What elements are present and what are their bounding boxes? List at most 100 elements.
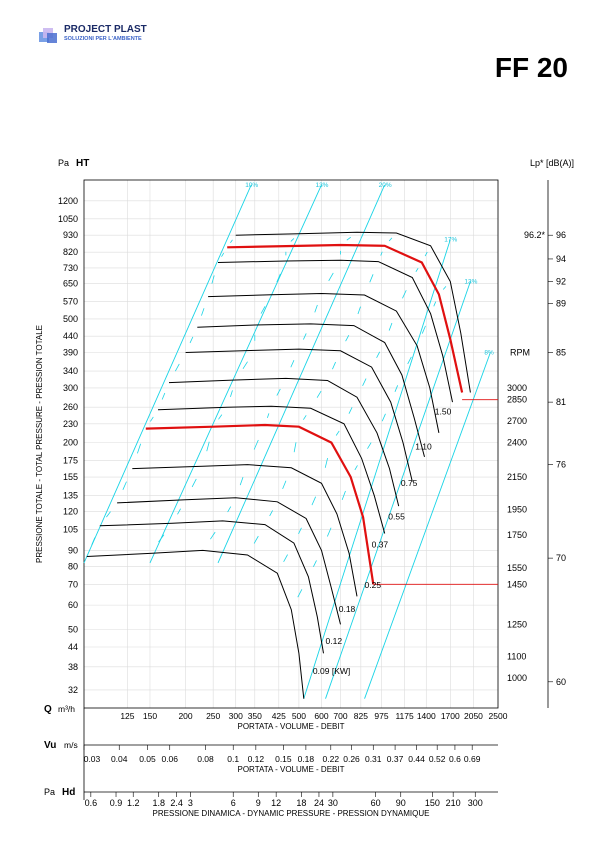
y-axis-unit: Pa — [58, 158, 69, 168]
y-tick-label: 32 — [68, 685, 78, 695]
y-tick-label: 340 — [63, 366, 78, 376]
velocity-tick-label: 0.6 — [449, 754, 461, 764]
efficiency-label: 13% — [315, 182, 328, 189]
speed-curve — [168, 377, 400, 507]
speed-curve — [157, 405, 386, 534]
y-tick-label: 120 — [63, 507, 78, 517]
power-dash — [311, 496, 316, 506]
power-label: 0.18 — [339, 604, 356, 614]
power-dash — [218, 414, 223, 420]
dynamic-pressure-tick-label: 6 — [231, 798, 236, 808]
x-tick-label: 1175 — [395, 711, 414, 721]
db-axis-title: Lp* [dB(A)] — [530, 158, 574, 168]
power-dash — [210, 531, 216, 540]
rpm-axis-title: RPM — [510, 348, 530, 358]
power-dash — [191, 478, 197, 488]
x-tick-label: 150 — [143, 711, 157, 721]
power-dash — [269, 510, 273, 517]
velocity-axis-symbol: Vu — [44, 740, 56, 751]
velocity-tick-label: 0.22 — [323, 754, 340, 764]
power-dash — [177, 508, 181, 515]
x-tick-label: 1700 — [441, 711, 460, 721]
power-dash — [276, 273, 281, 283]
power-dash — [230, 239, 233, 243]
velocity-tick-label: 0.15 — [275, 754, 292, 764]
x-tick-label: 2050 — [464, 711, 483, 721]
power-dash — [211, 275, 215, 284]
speed-curve — [235, 231, 471, 393]
power-dash — [189, 336, 194, 344]
power-dash — [345, 334, 350, 342]
efficiency-line — [217, 184, 386, 564]
power-dash — [324, 457, 328, 468]
rpm-tick-label: 1450 — [507, 579, 527, 589]
power-dash — [298, 527, 302, 534]
rpm-tick-label: 2150 — [507, 472, 527, 482]
dynamic-pressure-tick-label: 150 — [425, 798, 440, 808]
rpm-tick-label: 1250 — [507, 619, 527, 629]
y-tick-label: 230 — [63, 419, 78, 429]
y-tick-label: 1200 — [58, 196, 78, 206]
y-tick-label: 1050 — [58, 214, 78, 224]
db-tick-label: 85 — [556, 348, 566, 358]
speed-curve — [185, 348, 413, 482]
efficiency-line — [325, 281, 471, 699]
power-dash — [346, 236, 352, 241]
dynamic-pressure-symbol: Hd — [62, 787, 75, 798]
db-tick-label: 89 — [556, 299, 566, 309]
x-tick-label: 500 — [292, 711, 306, 721]
x-axis-unit: m³/h — [58, 704, 75, 714]
velocity-axis-title: PORTATA - VOLUME - DEBIT — [238, 765, 345, 774]
rpm-tick-label: 2850 — [507, 395, 527, 405]
power-dash — [388, 322, 393, 331]
x-tick-label: 975 — [374, 711, 388, 721]
db-tick-label: 70 — [556, 553, 566, 563]
y-tick-label: 440 — [63, 331, 78, 341]
y-tick-label: 60 — [68, 600, 78, 610]
brand-tagline: SOLUZIONI PER L'AMBIENTE — [64, 36, 142, 42]
power-dash — [415, 267, 419, 272]
velocity-tick-label: 0.04 — [111, 754, 128, 764]
dynamic-pressure-tick-label: 3 — [188, 798, 193, 808]
y-tick-label: 175 — [63, 456, 78, 466]
y-tick-label: 730 — [63, 263, 78, 273]
y-tick-label: 105 — [63, 525, 78, 535]
power-label: 1.10 — [415, 442, 432, 452]
db-tick-label: 76 — [556, 460, 566, 470]
efficiency-line — [364, 352, 491, 699]
power-label: 0.55 — [388, 512, 405, 522]
power-dash — [313, 560, 317, 567]
x-tick-label: 2500 — [489, 711, 508, 721]
velocity-tick-label: 0.06 — [161, 754, 178, 764]
dynamic-pressure-tick-label: 0.6 — [85, 798, 98, 808]
y-tick-label: 260 — [63, 402, 78, 412]
dynamic-pressure-tick-label: 30 — [328, 798, 338, 808]
power-dash — [402, 290, 407, 299]
y-tick-label: 70 — [68, 579, 78, 589]
dynamic-pressure-title: PRESSIONE DINAMICA - DYNAMIC PRESSURE - … — [153, 809, 430, 818]
dynamic-pressure-tick-label: 9 — [256, 798, 261, 808]
y-tick-label: 500 — [63, 314, 78, 324]
efficiency-line — [83, 184, 252, 564]
rpm-tick-label: 1000 — [507, 673, 527, 683]
power-dash — [381, 413, 386, 422]
dynamic-pressure-tick-label: 0.9 — [110, 798, 123, 808]
efficiency-label: 13% — [464, 278, 477, 285]
power-dash — [242, 361, 248, 370]
dynamic-pressure-tick-label: 24 — [314, 798, 324, 808]
y-tick-label: 930 — [63, 230, 78, 240]
power-dash — [332, 361, 336, 370]
x-tick-label: 125 — [120, 711, 134, 721]
power-dash — [283, 554, 288, 562]
power-dash — [357, 306, 361, 315]
power-dash — [150, 416, 154, 422]
dynamic-pressure-tick-label: 210 — [446, 798, 461, 808]
speed-curve — [217, 259, 453, 403]
speed-curve — [132, 464, 358, 597]
efficiency-label: 10% — [245, 182, 258, 189]
x-axis-symbol: Q — [44, 704, 52, 715]
x-tick-label: 1400 — [417, 711, 436, 721]
efficiency-line — [303, 239, 451, 699]
x-tick-label: 200 — [178, 711, 192, 721]
